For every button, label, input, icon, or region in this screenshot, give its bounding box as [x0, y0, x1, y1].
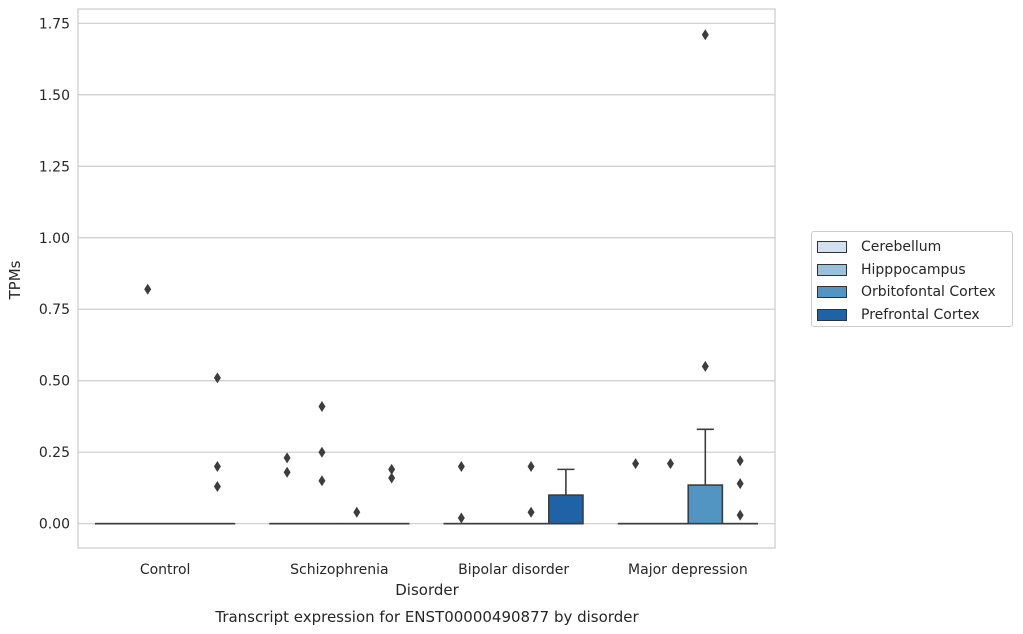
outlier-point: [388, 472, 396, 484]
legend-swatch: [817, 308, 847, 321]
y-tick-label: 0.00: [39, 517, 70, 533]
x-tick-labels: Control Schizophrenia Bipolar disorder Majo…: [140, 562, 748, 578]
outlier-point: [144, 283, 152, 295]
y-tick-label: 1.25: [39, 159, 70, 175]
box-bipolar-disorder-cerebellum: [443, 461, 480, 525]
outlier-point: [666, 458, 674, 470]
outlier-point: [318, 400, 326, 412]
boxes-layer: [94, 29, 759, 525]
legend-item: Cerebellum: [817, 236, 1012, 259]
outlier-point: [457, 512, 465, 524]
box-major-depression-hipppocampus: [652, 458, 689, 525]
plot-area-frame: [77, 8, 776, 549]
chart-title: Transcript expression for ENST0000049087…: [214, 608, 639, 626]
legend-swatch: [817, 286, 847, 299]
outlier-point: [457, 461, 465, 473]
box-bipolar-disorder-prefrontal-cortex: [548, 468, 584, 525]
outlier-point: [213, 461, 221, 473]
outlier-point: [283, 452, 291, 464]
outlier-point: [701, 360, 709, 372]
gridlines: [78, 22, 775, 525]
box-body: [687, 484, 724, 525]
y-tick-label: 1.50: [39, 88, 70, 104]
outlier-point: [353, 506, 361, 518]
box-body: [548, 494, 584, 525]
outlier-point: [283, 466, 291, 478]
box-schizophrenia-hipppocampus: [304, 400, 340, 525]
box-major-depression-cerebellum: [617, 458, 654, 525]
outlier-point: [318, 475, 326, 487]
box-schizophrenia-orbitofontal-cortex: [338, 506, 375, 525]
outlier-point: [318, 446, 326, 458]
y-tick-label: 1.00: [39, 231, 70, 247]
y-tick-label: 1.75: [39, 16, 70, 32]
box-control-prefrontal-cortex: [199, 372, 236, 525]
legend-label: Cerebellum: [861, 239, 942, 256]
outlier-point: [736, 478, 744, 490]
x-tick-label: Control: [140, 562, 191, 578]
outlier-point: [213, 372, 221, 384]
y-tick-label: 0.50: [39, 374, 70, 390]
x-tick-label: Major depression: [628, 562, 748, 578]
box-major-depression-orbitofontal-cortex: [687, 29, 724, 525]
outlier-point: [632, 458, 640, 470]
legend-item: Hipppocampus: [817, 259, 1012, 282]
outlier-point: [527, 506, 535, 518]
box-control-hipppocampus: [129, 283, 166, 525]
box-schizophrenia-cerebellum: [269, 452, 305, 525]
y-tick-label: 0.25: [39, 445, 70, 461]
legend-label: Hipppocampus: [861, 261, 966, 278]
y-tick-labels: 0.00 0.25 0.50 0.75 1.00 1.25 1.50 1.75: [39, 16, 70, 532]
x-tick-label: Schizophrenia: [290, 562, 388, 578]
outlier-point: [736, 509, 744, 521]
y-tick-label: 0.75: [39, 302, 70, 318]
legend-item: Prefrontal Cortex: [817, 304, 1012, 327]
y-axis-label: TPMs: [6, 260, 24, 300]
box-schizophrenia-prefrontal-cortex: [373, 463, 410, 525]
legend-item: Orbitofontal Cortex: [817, 281, 1012, 304]
outlier-point: [213, 481, 221, 493]
legend: Cerebellum Hipppocampus Orbitofontal Corte…: [811, 231, 1013, 327]
outlier-point: [527, 461, 535, 473]
outlier-point: [388, 463, 396, 475]
legend-label: Prefrontal Cortex: [861, 306, 980, 323]
box-bipolar-disorder-orbitofontal-cortex: [513, 461, 549, 525]
x-axis-label: Disorder: [395, 581, 459, 599]
outlier-point: [701, 29, 709, 41]
outlier-point: [736, 455, 744, 467]
legend-label: Orbitofontal Cortex: [861, 284, 996, 301]
legend-swatch: [817, 241, 847, 254]
legend-swatch: [817, 263, 847, 276]
box-major-depression-prefrontal-cortex: [722, 455, 759, 525]
x-tick-label: Bipolar disorder: [458, 562, 569, 578]
